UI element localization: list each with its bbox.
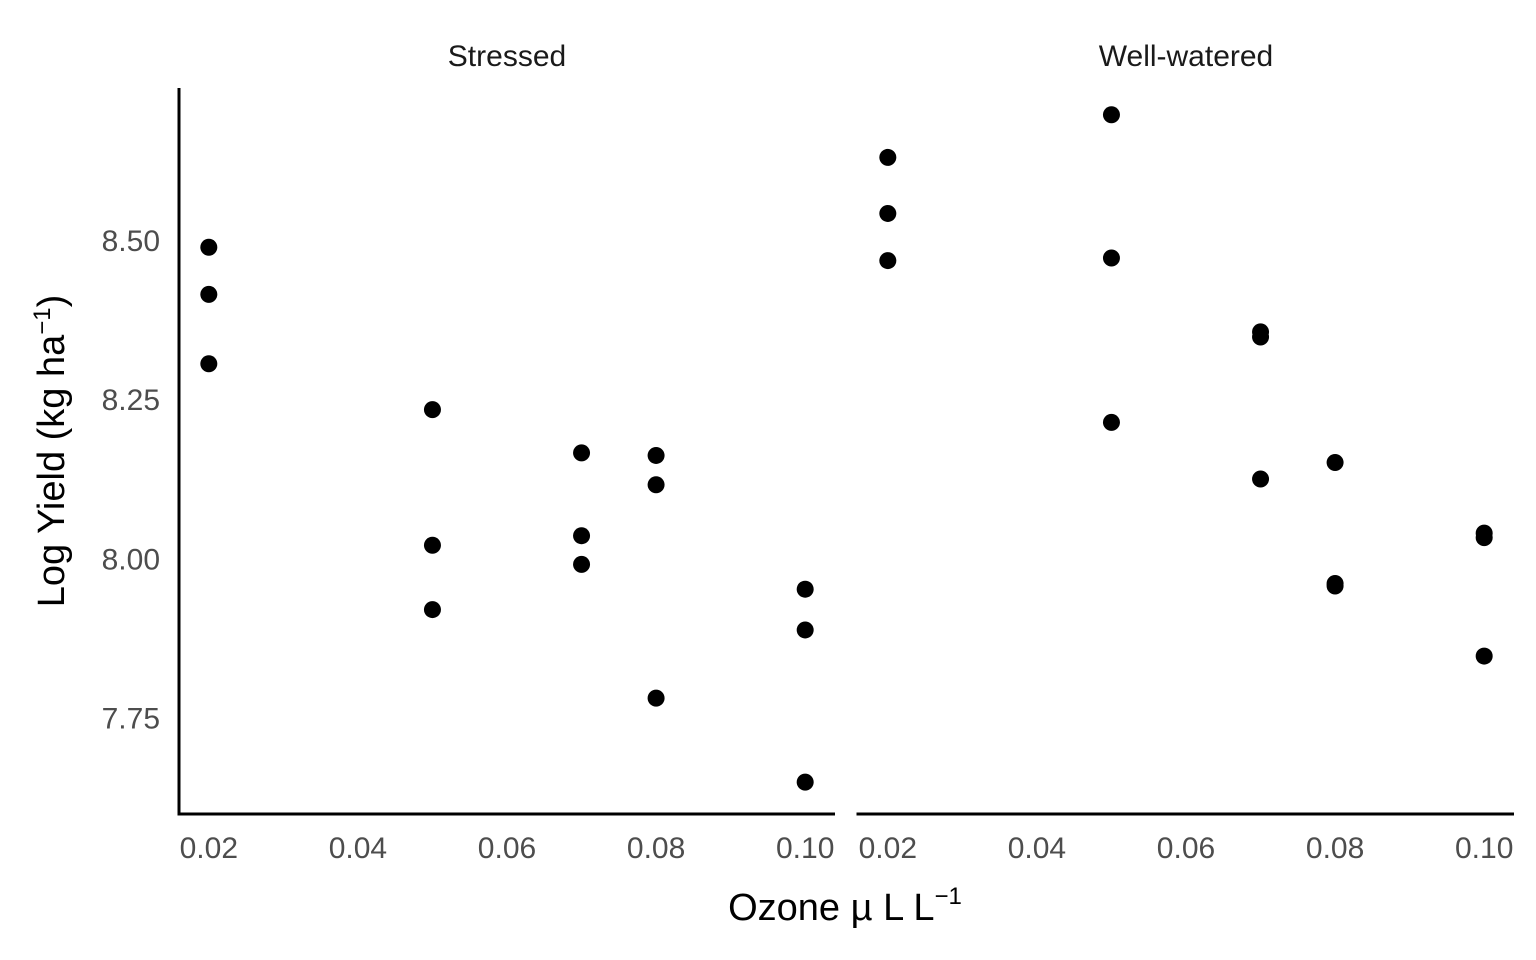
data-point (200, 355, 218, 373)
data-point (879, 204, 897, 222)
x-tick-label: 0.10 (1455, 832, 1513, 865)
data-point (423, 401, 441, 419)
x-tick-label: 0.06 (478, 832, 536, 865)
x-tick-label: 0.04 (329, 832, 387, 865)
y-tick-label: 8.00 (102, 543, 160, 576)
x-axis-title-main: Ozone µ L L (728, 887, 934, 929)
data-point (796, 773, 814, 791)
data-point (423, 536, 441, 554)
facet-label-stressed: Stressed (448, 40, 566, 73)
data-point (1252, 470, 1270, 488)
x-tick-label: 0.08 (1306, 832, 1364, 865)
data-point (879, 252, 897, 270)
data-point (1252, 328, 1270, 346)
y-tick-label: 8.25 (102, 384, 160, 417)
x-tick-label: 0.04 (1008, 832, 1066, 865)
data-point (573, 527, 591, 545)
data-point (796, 621, 814, 639)
data-point (647, 476, 665, 494)
data-point (796, 580, 814, 598)
x-tick-label: 0.10 (776, 832, 834, 865)
x-tick-label: 0.08 (627, 832, 685, 865)
data-point (1326, 453, 1344, 471)
data-point (1475, 647, 1493, 665)
data-point (200, 238, 218, 256)
data-point (423, 601, 441, 619)
data-point (200, 285, 218, 303)
y-tick-label: 7.75 (102, 702, 160, 735)
x-tick-label: 0.06 (1157, 832, 1215, 865)
x-axis-title: Ozone µ L L−1 (728, 883, 962, 929)
data-point (573, 444, 591, 462)
facet-label-well-watered: Well-watered (1099, 40, 1274, 73)
data-point (1326, 577, 1344, 595)
x-tick-label: 0.02 (180, 832, 238, 865)
y-axis-title: Log Yield (kg ha−1) (29, 295, 73, 608)
data-point (647, 689, 665, 707)
data-point (879, 148, 897, 166)
y-axis-title-close: ) (31, 295, 73, 308)
x-tick-label: 0.02 (859, 832, 917, 865)
data-point (1102, 106, 1120, 124)
x-axis-title-superscript: −1 (935, 883, 962, 910)
data-point (647, 446, 665, 464)
y-tick-label: 8.50 (102, 225, 160, 258)
data-point (573, 555, 591, 573)
y-axis-title-main: Log Yield (kg ha (31, 334, 73, 607)
data-point (1102, 413, 1120, 431)
y-axis-title-superscript: −1 (29, 307, 56, 334)
data-point (1475, 529, 1493, 547)
data-point (1102, 249, 1120, 267)
